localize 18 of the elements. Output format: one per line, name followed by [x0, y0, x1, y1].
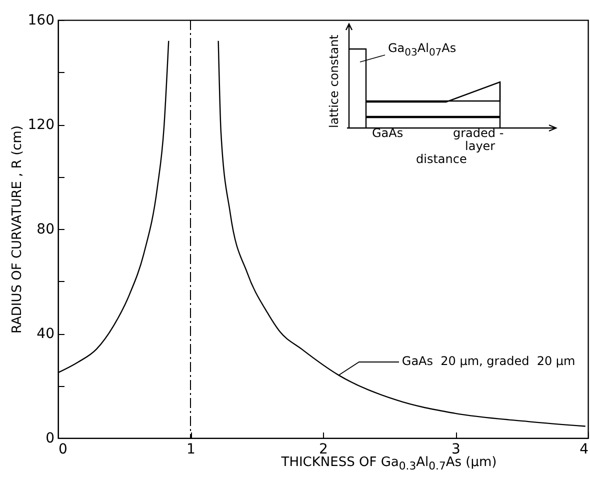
- y-axis-title: RADIUS OF CURVATURE , R (cm): [10, 125, 25, 334]
- y-tick-label: 0: [46, 430, 54, 446]
- annotation: distance: [416, 152, 467, 166]
- x-axis-title: THICKNESS OF Ga$_{0.3}$Al$_{0.7}$As (μm): [281, 455, 497, 473]
- annotation: GaAs 20 μm, graded 20 μm: [402, 354, 576, 368]
- annotation: lattice constant: [327, 34, 341, 128]
- annotation: Ga$_{03}$Al$_{07}$As: [388, 41, 456, 60]
- annotation: GaAs: [372, 126, 404, 140]
- y-tick-label: 120: [28, 117, 54, 133]
- y-tick-label: 40: [36, 326, 54, 342]
- x-tick-label: 2: [319, 442, 328, 458]
- x-tick-label: 4: [580, 442, 589, 458]
- y-tick-label: 160: [28, 12, 54, 28]
- x-tick-label: 3: [452, 442, 460, 458]
- x-tick-label: 1: [186, 442, 196, 458]
- x-tick-label: 0: [58, 442, 68, 458]
- y-tick-label: 80: [36, 222, 54, 238]
- annotation: graded -layer: [453, 126, 504, 153]
